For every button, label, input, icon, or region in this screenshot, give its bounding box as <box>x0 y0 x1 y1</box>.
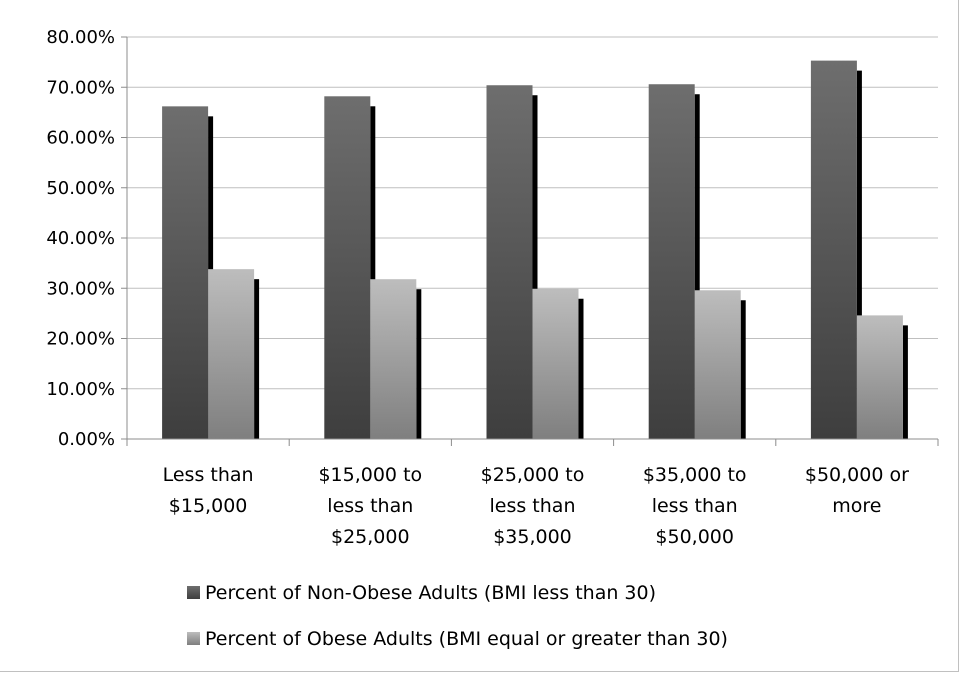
legend-swatch <box>187 586 200 599</box>
bar-non-obese <box>324 96 371 440</box>
bar-shadow <box>370 106 376 440</box>
legend-swatch <box>187 632 200 645</box>
bar-obese <box>370 279 417 439</box>
bar-shadow <box>578 298 584 439</box>
bar-obese <box>856 315 903 439</box>
y-tick-label: 40.00% <box>46 228 115 249</box>
bar-shadow <box>740 300 746 439</box>
bar-non-obese <box>162 106 209 439</box>
y-axis-ticks: 0.00% 10.00% 20.00% 30.00% 40.00% 50.00% 60.00… <box>46 27 127 450</box>
x-category-label: $35,000 to less than $50,000 <box>643 464 747 548</box>
x-category-label: $50,000 or more <box>805 464 909 517</box>
bar-obese <box>208 269 255 439</box>
bar-obese <box>532 288 579 439</box>
bar-shadow <box>254 279 260 439</box>
x-axis-labels: Less than $15,000 $15,000 to less than $25,0… <box>163 464 909 548</box>
bar-obese <box>694 290 741 439</box>
y-tick-label: 60.00% <box>46 128 115 149</box>
bars <box>162 60 908 440</box>
bar-shadow <box>532 95 538 440</box>
bar-non-obese <box>648 84 695 440</box>
bar-shadow <box>856 70 862 440</box>
bar-shadow <box>902 325 908 439</box>
legend: Percent of Non-Obese Adults (BMI less th… <box>187 582 728 650</box>
y-tick-label: 80.00% <box>46 27 115 48</box>
axes <box>126 37 939 446</box>
x-category-label: $25,000 to less than $35,000 <box>481 464 585 548</box>
bar-non-obese <box>810 60 857 440</box>
legend-label: Percent of Obese Adults (BMI equal or gr… <box>205 628 728 650</box>
y-tick-label: 70.00% <box>46 77 115 98</box>
legend-label: Percent of Non-Obese Adults (BMI less th… <box>205 582 656 604</box>
x-category-label: Less than $15,000 <box>163 464 254 517</box>
bar-shadow <box>694 94 700 440</box>
bar-shadow <box>416 289 422 439</box>
x-category-label: $15,000 to less than $25,000 <box>318 464 422 548</box>
y-tick-label: 50.00% <box>46 178 115 199</box>
y-tick-label: 30.00% <box>46 278 115 299</box>
y-tick-label: 20.00% <box>46 329 115 350</box>
y-tick-label: 10.00% <box>46 379 115 400</box>
y-tick-label: 0.00% <box>58 429 115 450</box>
bar-non-obese <box>486 85 533 440</box>
